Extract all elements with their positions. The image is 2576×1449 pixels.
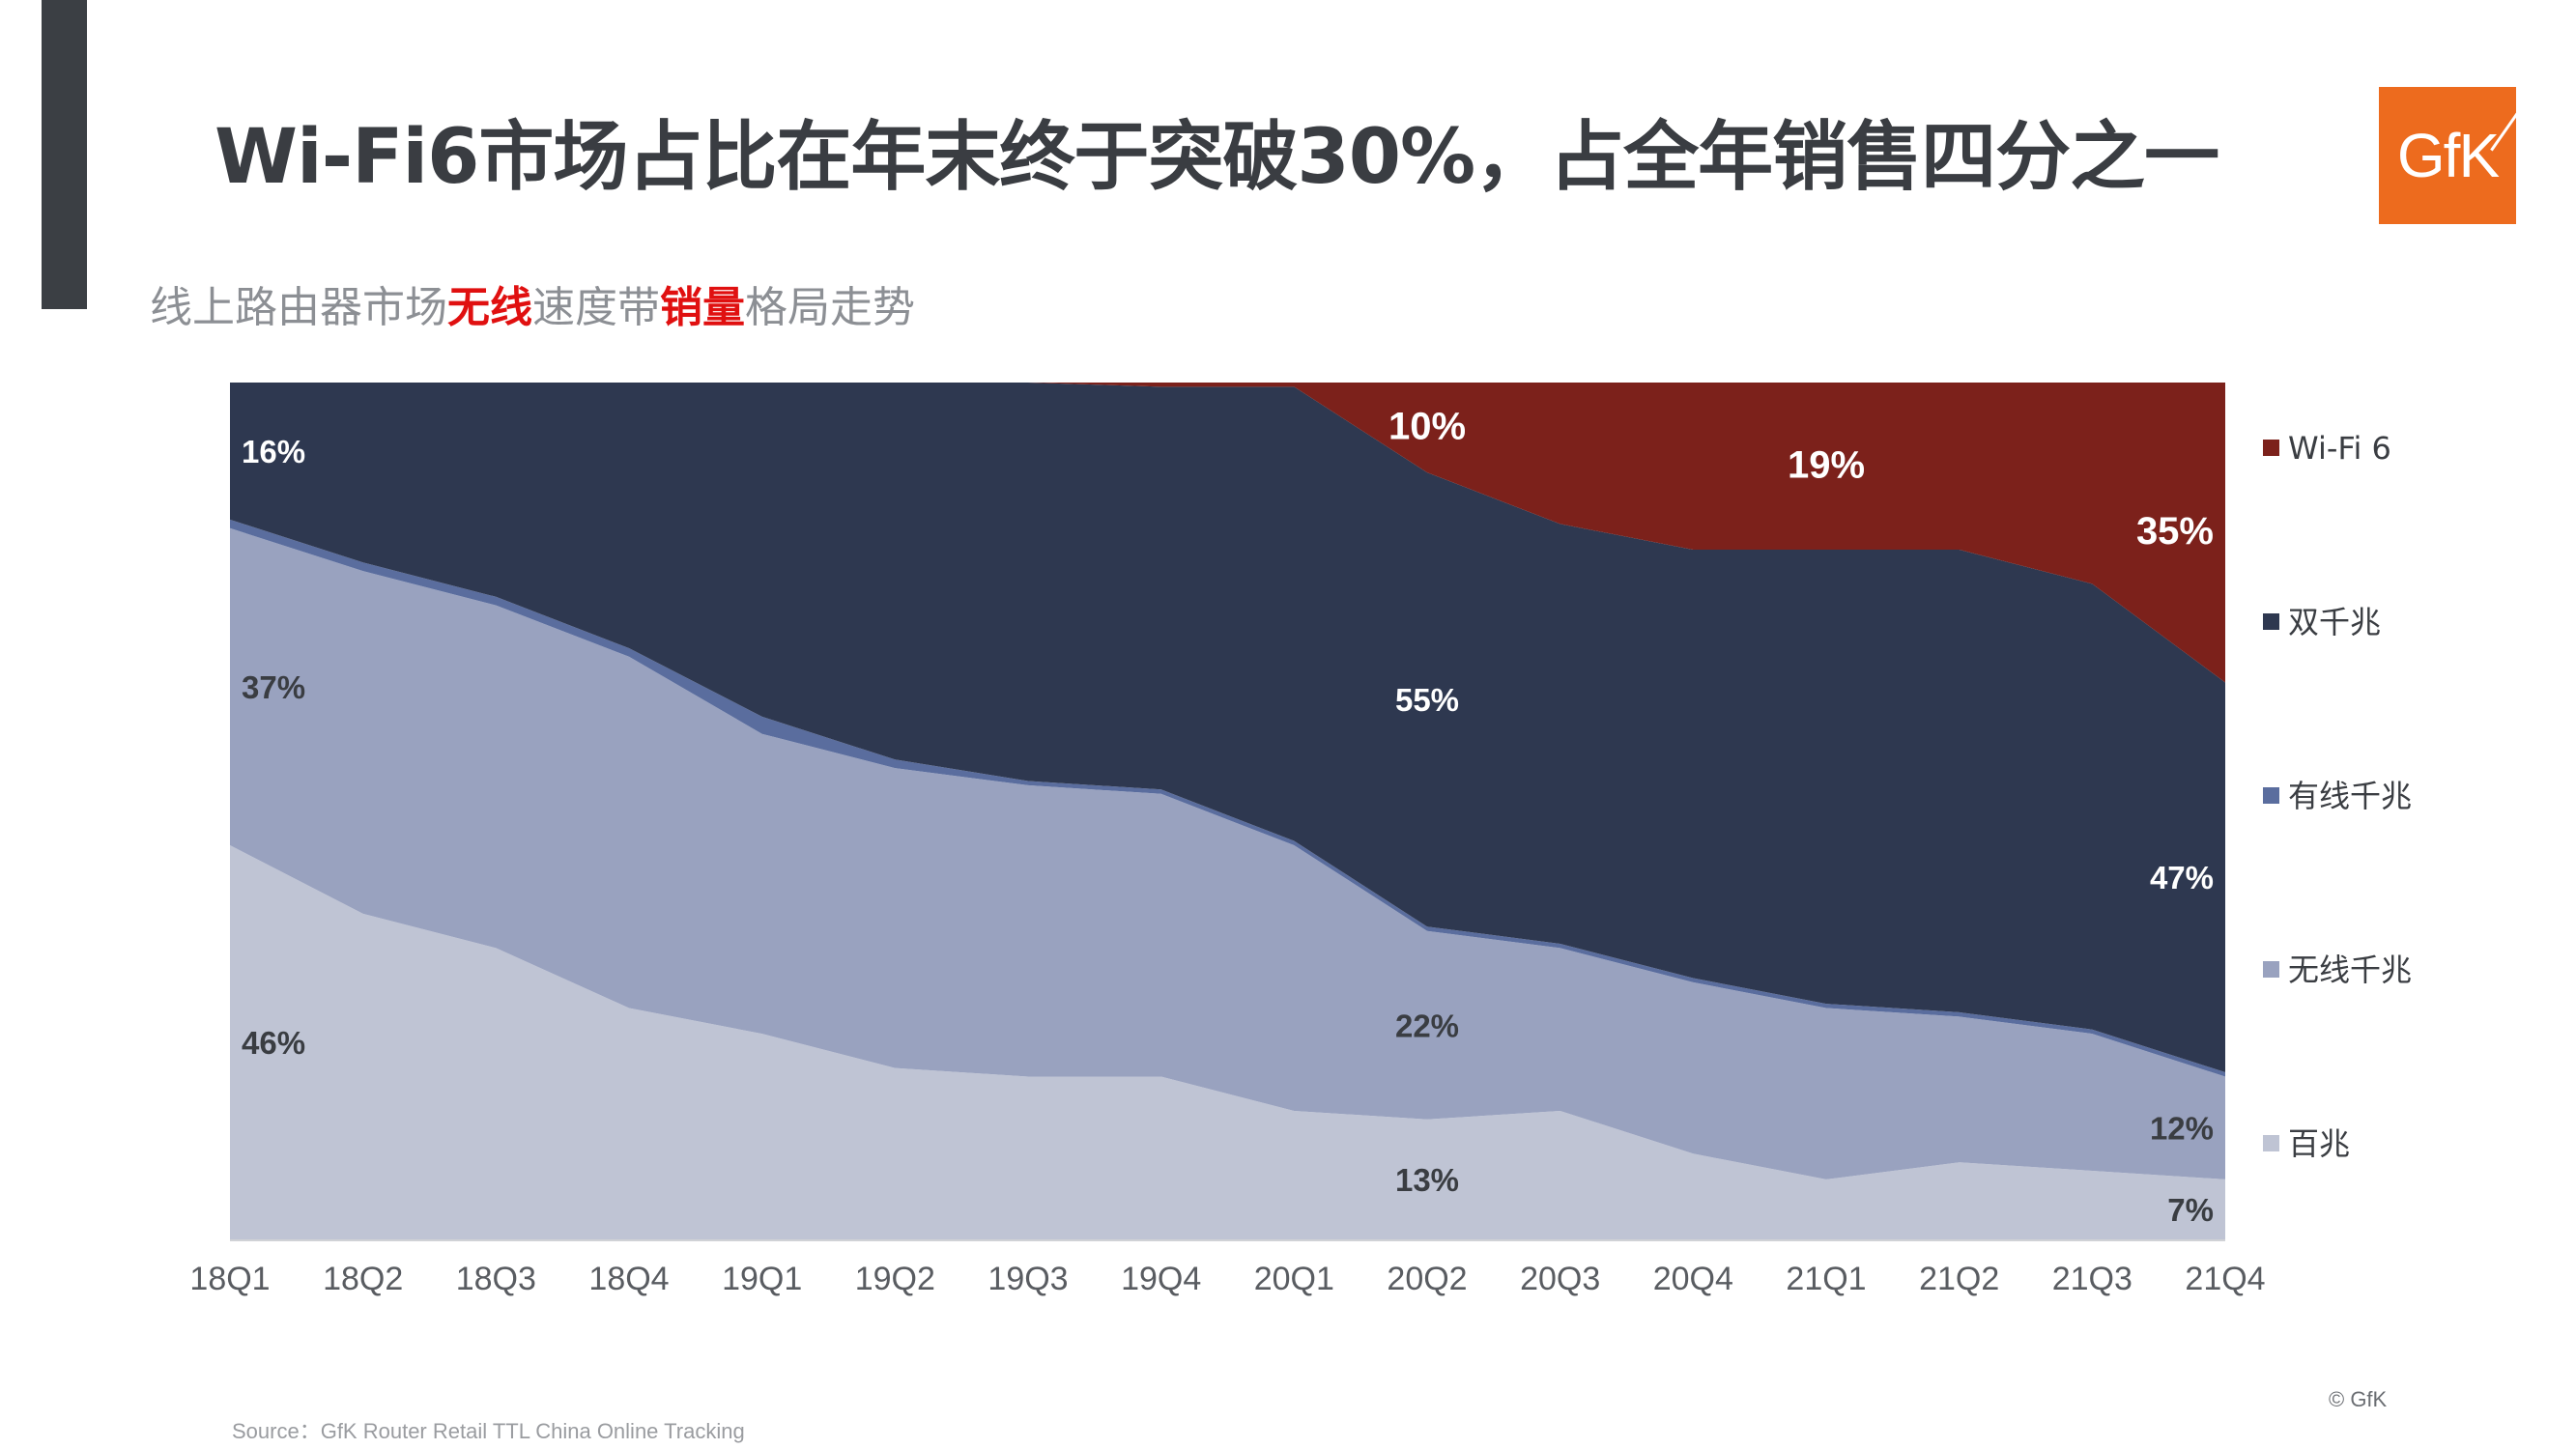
x-tick-label: 21Q4 (2185, 1261, 2265, 1297)
data-label-双千兆: 55% (1395, 682, 1459, 718)
x-tick-label: 18Q2 (323, 1261, 403, 1297)
data-label-百兆: 13% (1395, 1162, 1459, 1198)
accent-bar (42, 0, 87, 309)
source-note: Source：GfK Router Retail TTL China Onlin… (232, 1419, 745, 1443)
page-title: Wi-Fi6市场占比在年末终于突破30%，占全年销售四分之一 (215, 114, 2219, 201)
x-tick-label: 19Q3 (987, 1261, 1068, 1297)
subtitle-part-1: 线上路由器市场 (150, 283, 447, 332)
copyright: © GfK (2329, 1387, 2388, 1411)
x-tick-label: 19Q4 (1121, 1261, 1201, 1297)
legend-swatch-有线千兆 (2263, 787, 2279, 804)
area-series-双千兆 (230, 383, 2225, 1072)
x-tick-label: 21Q1 (1786, 1261, 1866, 1297)
x-tick-label: 19Q1 (722, 1261, 802, 1297)
x-tick-label: 18Q1 (189, 1261, 270, 1297)
data-label-wi-fi-6: 35% (2136, 510, 2214, 553)
area-series-有线千兆 (230, 519, 2225, 1077)
logo-text: GfK (2396, 121, 2500, 190)
x-tick-label: 19Q2 (855, 1261, 935, 1297)
data-label-wi-fi-6: 10% (1388, 406, 1466, 448)
data-label-无线千兆: 12% (2150, 1111, 2214, 1147)
x-tick-label: 20Q2 (1387, 1261, 1467, 1297)
legend-label-百兆: 百兆 (2288, 1125, 2350, 1162)
legend-swatch-百兆 (2263, 1135, 2279, 1151)
chart-areas (230, 383, 2225, 1239)
x-tick-label: 18Q4 (588, 1261, 669, 1297)
legend-label-wi-fi-6: Wi-Fi 6 (2288, 430, 2391, 467)
data-label-无线千兆: 37% (242, 669, 305, 705)
data-label-百兆: 46% (242, 1025, 305, 1061)
x-tick-label: 18Q3 (456, 1261, 536, 1297)
x-axis: 18Q1 18Q2 18Q3 18Q4 19Q1 19Q2 19Q3 19Q4 20Q1 20Q2… (189, 1239, 2266, 1297)
data-label-wi-fi-6: 19% (1788, 443, 1865, 486)
subtitle-highlight-volume: 销量 (660, 283, 745, 332)
subtitle-part-5: 格局走势 (745, 283, 915, 332)
legend-label-无线千兆: 无线千兆 (2288, 952, 2412, 988)
legend-swatch-无线千兆 (2263, 961, 2279, 978)
data-label-双千兆: 16% (242, 434, 305, 469)
x-tick-label: 20Q1 (1254, 1261, 1334, 1297)
data-label-无线千兆: 22% (1395, 1008, 1459, 1043)
legend-label-有线千兆: 有线千兆 (2288, 778, 2412, 814)
gfk-logo: GfK (2379, 87, 2532, 224)
x-tick-label: 21Q3 (2052, 1261, 2132, 1297)
area-series-无线千兆 (230, 527, 2225, 1179)
data-labels: 16% 37% 46% 10% 55% 22% 13% 19% 35% 47% 12% 7% (242, 406, 2214, 1228)
subtitle-highlight-wireless: 无线 (447, 283, 532, 332)
x-tick-label: 20Q4 (1653, 1261, 1733, 1297)
data-label-双千兆: 47% (2150, 860, 2214, 895)
legend-swatch-双千兆 (2263, 613, 2279, 630)
chart-subtitle: 线上路由器市场无线速度带销量格局走势 (150, 272, 915, 334)
legend-swatch-wi-fi-6 (2263, 440, 2279, 456)
data-label-百兆: 7% (2167, 1192, 2214, 1228)
legend-label-双千兆: 双千兆 (2288, 604, 2381, 640)
area-series-wi-fi-6 (230, 383, 2225, 683)
area-series-百兆 (230, 845, 2225, 1239)
x-tick-label: 20Q3 (1520, 1261, 1600, 1297)
x-tick-label: 21Q2 (1919, 1261, 1999, 1297)
subtitle-part-3: 速度带 (532, 283, 660, 332)
